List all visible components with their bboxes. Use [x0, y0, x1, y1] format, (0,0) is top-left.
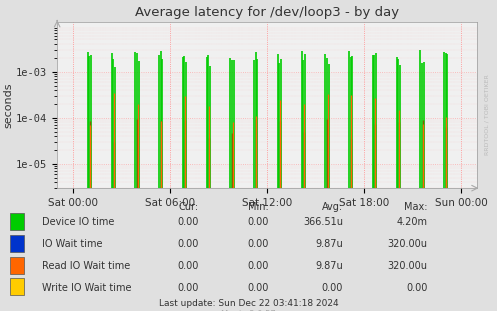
Text: Avg:: Avg: — [322, 202, 343, 212]
Text: 9.87u: 9.87u — [315, 239, 343, 249]
Text: 0.00: 0.00 — [177, 261, 199, 271]
Text: 4.20m: 4.20m — [397, 217, 427, 227]
Text: 0.00: 0.00 — [247, 239, 268, 249]
Text: 320.00u: 320.00u — [388, 261, 427, 271]
Y-axis label: seconds: seconds — [3, 82, 13, 128]
Text: 9.87u: 9.87u — [315, 261, 343, 271]
Text: 320.00u: 320.00u — [388, 239, 427, 249]
Text: Last update: Sun Dec 22 03:41:18 2024: Last update: Sun Dec 22 03:41:18 2024 — [159, 299, 338, 308]
Text: 0.00: 0.00 — [177, 239, 199, 249]
Text: 0.00: 0.00 — [177, 283, 199, 293]
Text: 0.00: 0.00 — [406, 283, 427, 293]
Text: Read IO Wait time: Read IO Wait time — [42, 261, 131, 271]
Text: IO Wait time: IO Wait time — [42, 239, 103, 249]
Text: Cur:: Cur: — [179, 202, 199, 212]
Text: 0.00: 0.00 — [177, 217, 199, 227]
Text: Min:: Min: — [248, 202, 268, 212]
Title: Average latency for /dev/loop3 - by day: Average latency for /dev/loop3 - by day — [135, 6, 399, 19]
Text: Max:: Max: — [404, 202, 427, 212]
Text: 0.00: 0.00 — [247, 283, 268, 293]
Text: 0.00: 0.00 — [322, 283, 343, 293]
Text: RRDTOOL / TOBI OETIKER: RRDTOOL / TOBI OETIKER — [485, 75, 490, 156]
Text: 0.00: 0.00 — [247, 217, 268, 227]
Text: Write IO Wait time: Write IO Wait time — [42, 283, 132, 293]
Text: Munin 2.0.57: Munin 2.0.57 — [221, 310, 276, 311]
Text: 366.51u: 366.51u — [303, 217, 343, 227]
Text: 0.00: 0.00 — [247, 261, 268, 271]
Text: Device IO time: Device IO time — [42, 217, 115, 227]
